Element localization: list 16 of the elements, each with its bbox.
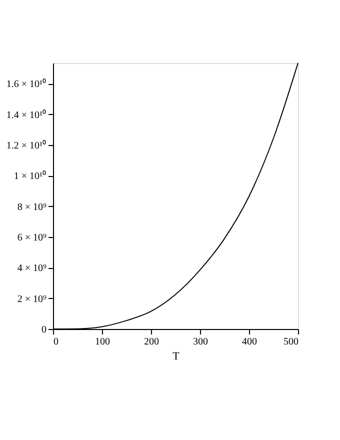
y-tick-label: 1.6 × 10¹⁰ <box>6 78 46 90</box>
y-tick-label: 6 × 10⁹ <box>17 232 47 244</box>
y-tick-label: 4 × 10⁹ <box>17 263 47 274</box>
x-axis-title: T <box>172 350 180 362</box>
y-tick-label: 0 <box>42 324 46 336</box>
x-tick-label: 300 <box>193 336 208 348</box>
x-tick-label: 0 <box>54 336 58 348</box>
x-tick-label: 500 <box>284 336 298 348</box>
y-tick-label: 1 × 10¹⁰ <box>14 170 46 182</box>
y-tick-label: 1.4 × 10¹⁰ <box>6 108 46 121</box>
x-tick-label: 400 <box>242 336 257 348</box>
y-tick-label: 2 × 10⁹ <box>17 294 47 305</box>
y-tick-label: 1.2 × 10¹⁰ <box>6 140 46 152</box>
x-tick-label: 100 <box>95 336 110 348</box>
y-tick-label: 8 × 10⁹ <box>17 202 47 213</box>
x-tick-label: 200 <box>144 336 159 348</box>
